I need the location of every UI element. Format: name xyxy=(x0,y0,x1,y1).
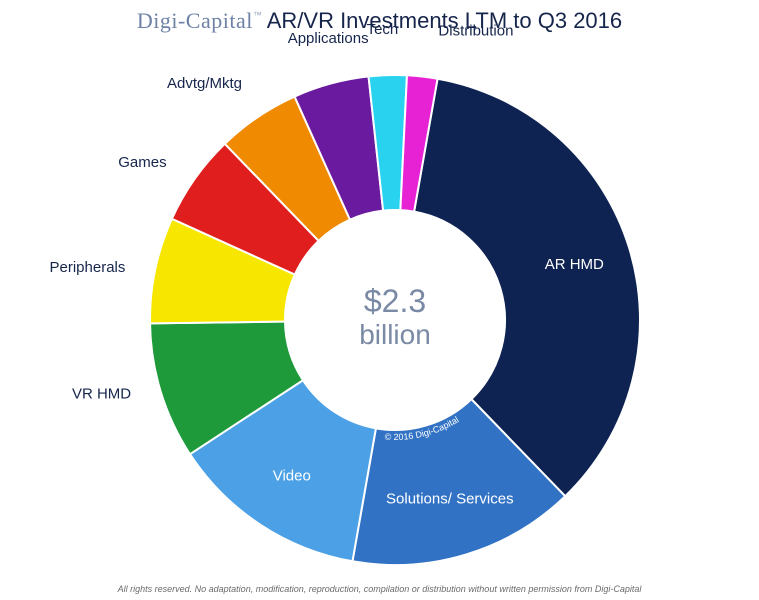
footer-copyright: All rights reserved. No adaptation, modi… xyxy=(0,584,759,594)
center-amount: $2.3 xyxy=(364,283,426,319)
slice-label: Tech xyxy=(367,21,399,38)
slice-label: Applications xyxy=(288,30,369,47)
slice-label: Advtg/Mktg xyxy=(167,75,242,92)
slice-label: Distribution xyxy=(438,23,513,40)
donut-chart: AR HMDSolutions/ ServicesVideoVR HMDPeri… xyxy=(0,0,759,600)
slice-label: Peripherals xyxy=(50,259,126,276)
slice-label: VR HMD xyxy=(72,386,131,403)
slice-label: Games xyxy=(118,154,166,171)
center-unit: billion xyxy=(359,319,431,350)
